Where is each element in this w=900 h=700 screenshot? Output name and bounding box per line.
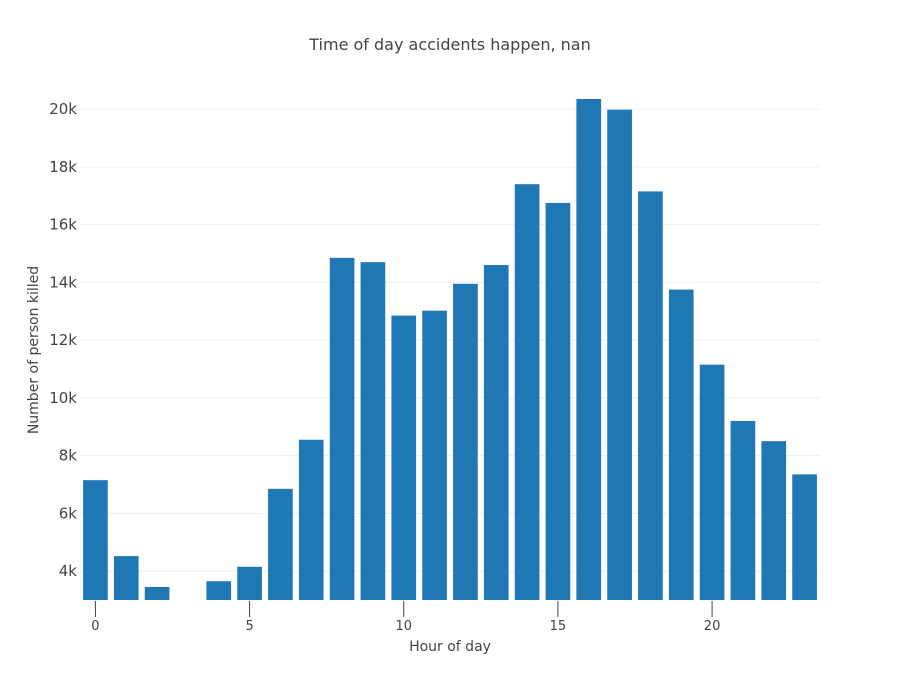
bar-hour-1	[113, 556, 139, 600]
x-tick-label: 0	[91, 619, 99, 634]
bar-hour-9	[360, 262, 386, 600]
bar-hour-18	[638, 191, 663, 601]
x-axis: 0 5 10 15 20	[91, 601, 720, 634]
y-tick-label: 10k	[49, 389, 77, 407]
y-tick-label: 6k	[59, 504, 78, 522]
bar-hour-5	[237, 566, 262, 600]
bar-hour-19	[668, 289, 694, 600]
bar-hour-17	[607, 109, 632, 601]
bar-hour-4	[206, 581, 232, 600]
y-tick-label: 20k	[49, 100, 77, 118]
bar-hour-23	[792, 474, 817, 600]
bar-hour-6	[268, 488, 293, 600]
bar-hour-22	[761, 441, 787, 600]
bar-hour-16	[576, 99, 602, 600]
bar-hour-14	[514, 184, 540, 600]
bar-hour-21	[730, 420, 756, 600]
bar-hour-15	[545, 202, 571, 600]
bar-hour-20	[699, 364, 725, 600]
y-tick-label: 18k	[49, 158, 77, 176]
bars	[83, 99, 817, 601]
bar-hour-11	[422, 310, 447, 600]
y-tick-label: 8k	[59, 447, 78, 465]
x-tick-label: 15	[550, 619, 567, 634]
x-axis-title: Hour of day	[409, 639, 491, 655]
bar-hour-13	[483, 265, 509, 600]
y-tick-label: 16k	[49, 216, 77, 234]
gridlines	[80, 108, 820, 572]
x-tick-label: 20	[704, 619, 721, 634]
x-tick-label: 5	[245, 619, 253, 634]
y-axis: 4k 6k 8k 10k 12k 14k 16k 18k 20k	[49, 100, 77, 580]
y-tick-label: 4k	[59, 562, 78, 580]
x-tick-label: 10	[395, 619, 412, 634]
bar-hour-2	[144, 587, 170, 600]
chart-title: Time of day accidents happen, nan	[308, 35, 590, 54]
y-tick-label: 14k	[49, 273, 77, 291]
bar-hour-12	[453, 283, 478, 600]
y-axis-title: Number of person killed	[26, 266, 42, 434]
bar-hour-7	[298, 439, 324, 600]
bar-hour-10	[391, 315, 417, 600]
bar-hour-0	[83, 480, 108, 600]
bar-hour-8	[329, 257, 355, 600]
y-tick-label: 12k	[49, 331, 77, 349]
